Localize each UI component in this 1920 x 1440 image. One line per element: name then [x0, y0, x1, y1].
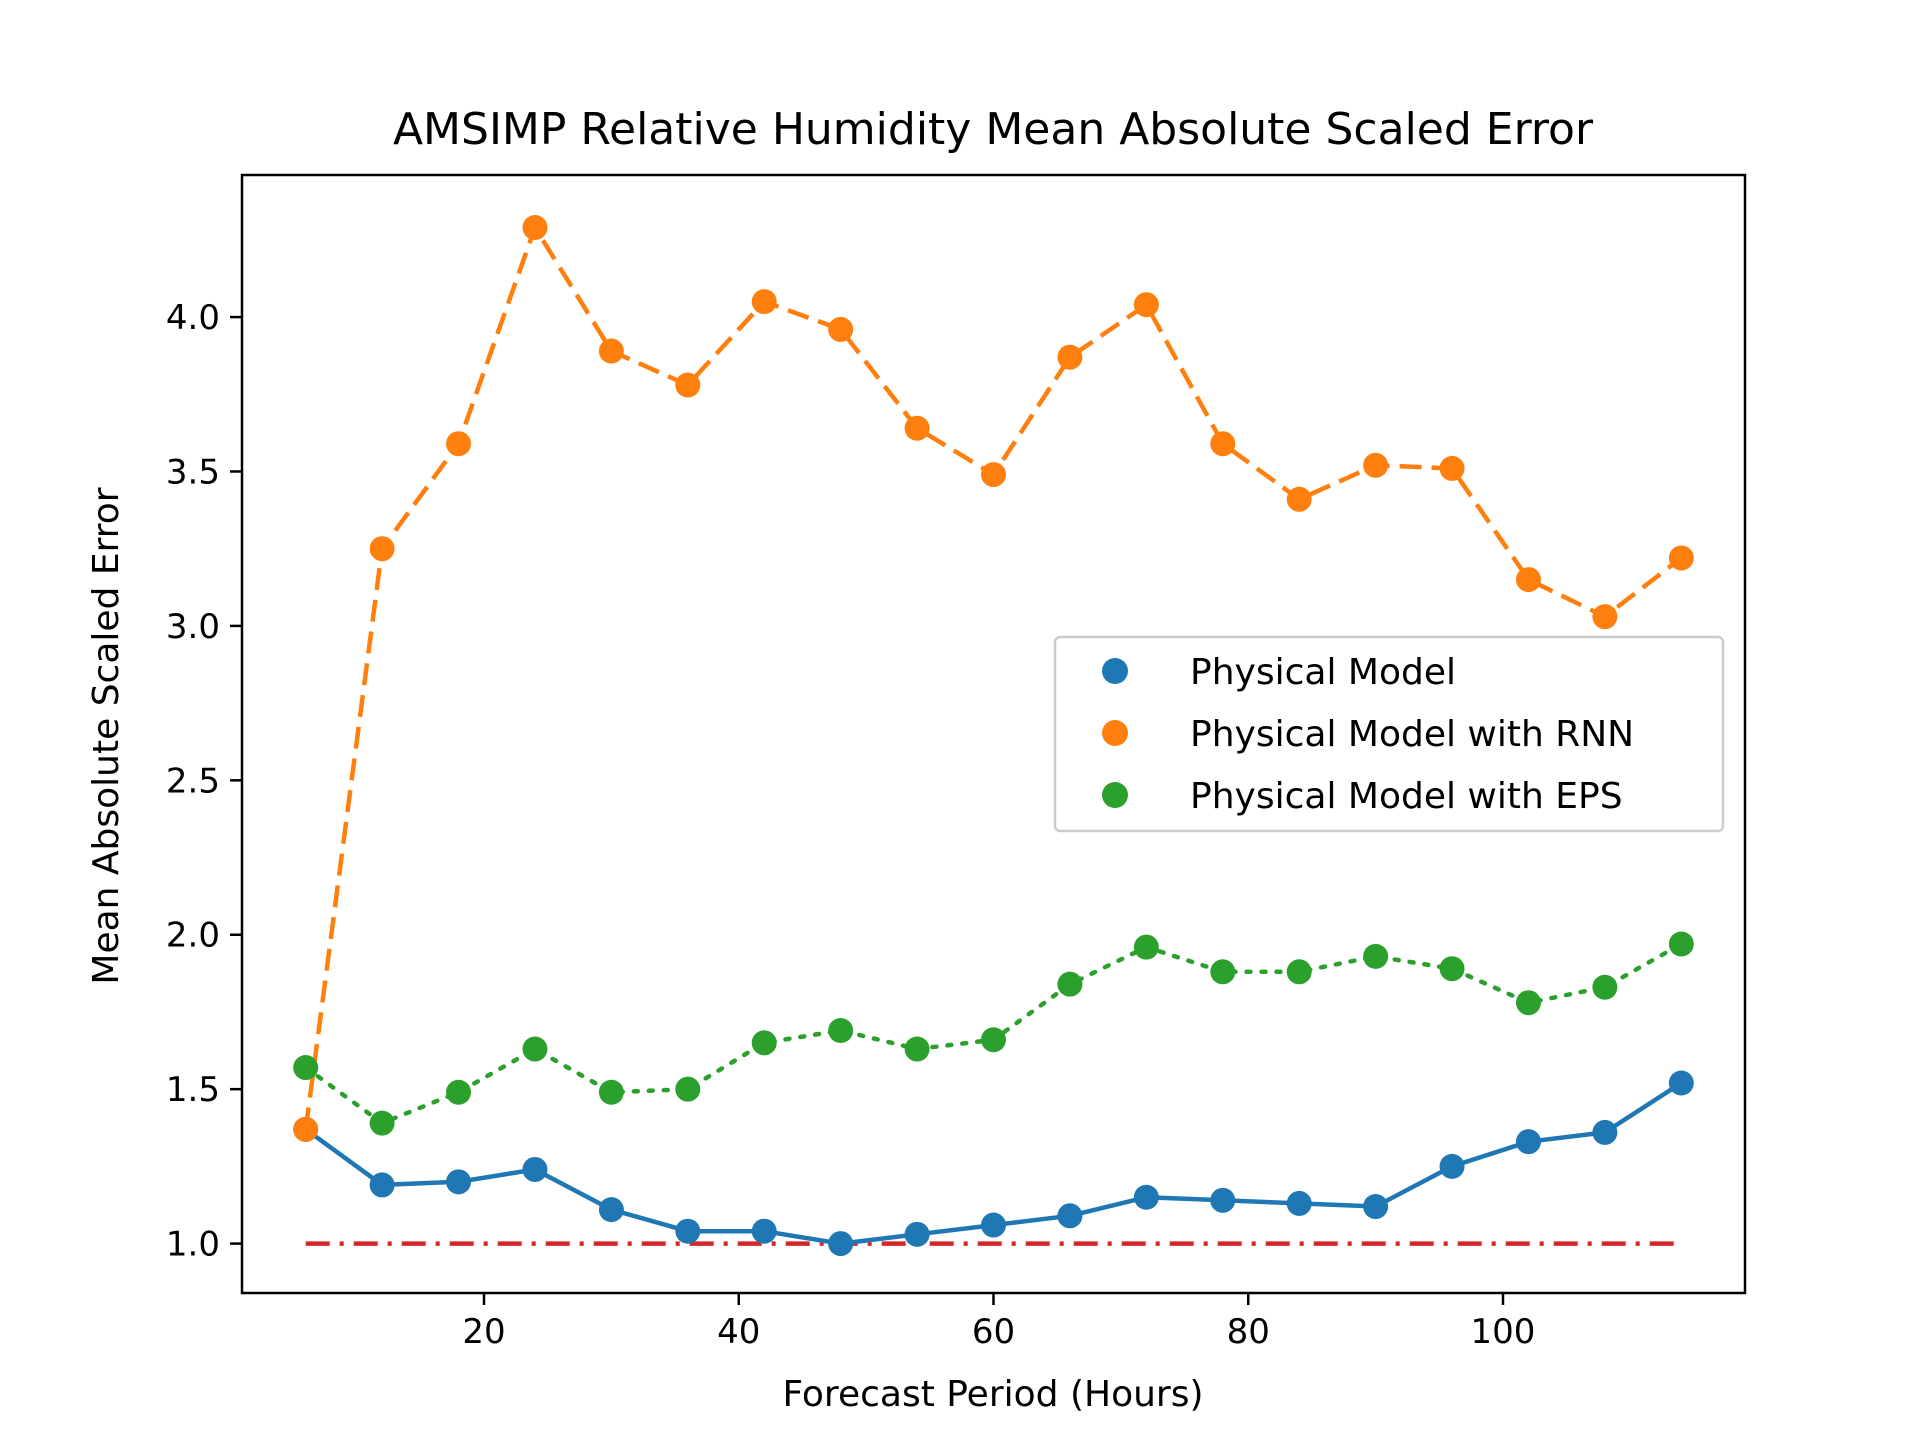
y-tick-label: 4.0: [166, 298, 220, 338]
series-2-point: [828, 316, 854, 342]
x-tick-label: 60: [972, 1312, 1015, 1352]
series-3-point: [1668, 931, 1694, 957]
y-tick-label: 3.5: [166, 452, 220, 492]
series-3-point: [1133, 934, 1159, 960]
y-tick-label: 3.0: [166, 607, 220, 647]
series-1-point: [1363, 1194, 1389, 1220]
series-3-point: [675, 1076, 701, 1102]
series-2-point: [522, 215, 548, 241]
legend: Physical Model Physical Model with RNN Phy…: [1053, 635, 1725, 833]
legend-marker: [1102, 658, 1128, 684]
x-tick-label: 20: [462, 1312, 505, 1352]
series-2-point: [1210, 431, 1236, 457]
legend-marker: [1102, 782, 1128, 808]
y-axis-label: Mean Absolute Scaled Error: [86, 487, 127, 984]
series-1-point: [1057, 1203, 1083, 1229]
series-1-point: [1133, 1184, 1159, 1210]
series-2-point: [675, 372, 701, 398]
series-1-point: [446, 1169, 472, 1195]
series-2-point: [1057, 344, 1083, 370]
plot-area: 20 40 60 80 100 1.0 1.5 2.0 2.5 3.0 3.5 4.0: [166, 173, 1747, 1352]
series-3-point: [598, 1079, 624, 1105]
legend-marker: [1102, 720, 1128, 746]
series-2-point: [446, 431, 472, 457]
y-tick-label: 2.0: [166, 916, 220, 956]
series-1-point: [981, 1212, 1006, 1238]
y-tick-label: 2.5: [166, 761, 220, 801]
series-1-point: [522, 1156, 548, 1182]
x-tick-label: 40: [717, 1312, 760, 1352]
series-3-point: [1286, 959, 1312, 985]
series-3-point: [1210, 959, 1236, 985]
series-1-point: [1592, 1119, 1618, 1145]
series-1-point: [1439, 1153, 1465, 1179]
series-2-point: [1592, 604, 1618, 630]
x-tick-label: 80: [1227, 1312, 1270, 1352]
series-2-point: [1133, 292, 1159, 318]
legend-box: [1053, 635, 1725, 833]
legend-label: Physical Model: [1190, 652, 1456, 693]
series-1-point: [1210, 1187, 1236, 1213]
series-1-point: [751, 1218, 777, 1244]
series-2-point: [981, 462, 1006, 488]
series-2-point: [1668, 545, 1694, 571]
series-3-point: [369, 1110, 395, 1136]
series-3-point: [981, 1027, 1006, 1053]
series-3-point: [828, 1017, 854, 1043]
series-3-point: [446, 1079, 472, 1105]
series-1-point: [1515, 1129, 1541, 1155]
series-3-point: [904, 1036, 930, 1062]
series-2-point: [293, 1116, 319, 1142]
x-tick-label: 100: [1471, 1312, 1536, 1352]
series-1-point: [828, 1231, 854, 1257]
legend-label: Physical Model with RNN: [1190, 714, 1634, 755]
series-1-point: [1286, 1190, 1312, 1216]
series-2-point: [1363, 452, 1389, 478]
series-3-point: [1515, 990, 1541, 1016]
series-2-point: [369, 536, 395, 562]
series-1-point: [598, 1197, 624, 1223]
series-3-point: [522, 1036, 548, 1062]
series-3-point: [751, 1030, 777, 1056]
y-tick-label: 1.0: [166, 1225, 220, 1265]
legend-label: Physical Model with EPS: [1190, 776, 1623, 817]
series-3-point: [1363, 943, 1389, 969]
x-axis-label: Forecast Period (Hours): [782, 1374, 1203, 1415]
series-3-point: [293, 1055, 319, 1081]
series-2-point: [1515, 567, 1541, 593]
series-1-point: [1668, 1070, 1694, 1096]
series-2-point: [1439, 455, 1465, 481]
series-2-point: [1286, 486, 1312, 512]
series-3-point: [1439, 956, 1465, 982]
series-1-point: [904, 1221, 930, 1247]
series-2-point: [904, 415, 930, 441]
series-1-point: [369, 1172, 395, 1198]
y-tick-label: 1.5: [166, 1070, 220, 1110]
series-3-point: [1592, 974, 1618, 1000]
series-1-point: [675, 1218, 701, 1244]
chart-title: AMSIMP Relative Humidity Mean Absolute S…: [393, 104, 1594, 155]
series-2-point: [751, 289, 777, 315]
series-2-point: [598, 338, 624, 364]
series-3-point: [1057, 971, 1083, 997]
